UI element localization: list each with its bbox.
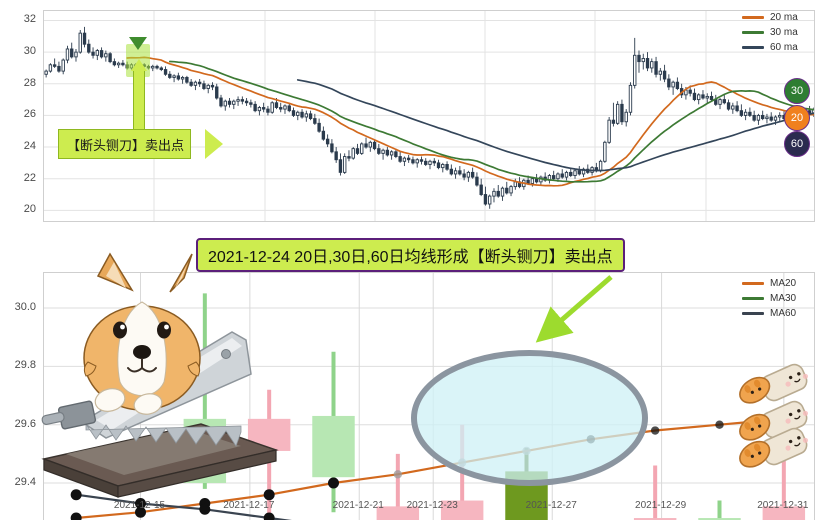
bottom-candle-body bbox=[633, 518, 677, 520]
bottom-legend-swatch-icon bbox=[742, 297, 764, 300]
pattern-title-banner: 2021-12-24 20日,30日,60日均线形成【断头铡刀】卖出点 bbox=[196, 238, 625, 272]
ma-badge-30: 30 bbox=[784, 78, 810, 104]
bottom-ma-marker-MA20 bbox=[328, 477, 339, 489]
bottom-legend-item: MA20 bbox=[742, 278, 796, 289]
top-y-tick-label: 24 bbox=[23, 140, 36, 153]
corgi-roll-sticker-ma20 bbox=[739, 363, 809, 404]
top-chart-canvas bbox=[44, 11, 814, 221]
bottom-ma-marker-MA20 bbox=[393, 470, 403, 479]
top-y-tick-label: 20 bbox=[23, 203, 36, 216]
top-y-tick-label: 32 bbox=[23, 13, 36, 26]
corgi-roll-sticker-ma60 bbox=[739, 427, 809, 468]
bottom-ma-line-MA60 bbox=[76, 493, 292, 520]
bottom-ma-marker-MA60 bbox=[135, 497, 146, 509]
bottom-x-tick-label: 2021-12-23 bbox=[406, 500, 458, 511]
top-legend-item: 20 ma bbox=[742, 12, 798, 23]
top-y-tick-label: 26 bbox=[23, 108, 36, 121]
bottom-y-tick-label: 30.0 bbox=[14, 301, 36, 313]
bottom-ma-marker-MA20 bbox=[70, 512, 82, 520]
top-legend-swatch-icon bbox=[742, 46, 764, 49]
bottom-x-tick-label: 2021-12-15 bbox=[113, 500, 166, 511]
bottom-ma-marker-MA20 bbox=[135, 506, 146, 518]
bottom-x-tick-label: 2021-12-31 bbox=[757, 500, 809, 511]
bottom-legend-label: MA60 bbox=[770, 308, 797, 319]
corgi-guillotine-illustration bbox=[41, 252, 279, 498]
top-chart-legend: 20 ma 30 ma 60 ma bbox=[742, 12, 798, 53]
bottom-legend-label: MA20 bbox=[770, 278, 797, 289]
top-ma-line-30ma bbox=[168, 60, 814, 183]
pattern-highlight-ellipse bbox=[411, 350, 648, 486]
top-legend-item: 60 ma bbox=[742, 42, 798, 53]
bottom-ma-marker-MA20 bbox=[263, 489, 275, 501]
bottom-candle-body bbox=[762, 506, 806, 520]
annotation-arrow-stem-head bbox=[131, 59, 147, 71]
bottom-candle-body bbox=[698, 518, 741, 520]
top-legend-swatch-icon bbox=[742, 16, 764, 19]
top-chart-panel: 32 30 28 26 24 22 20 20 ma 30 ma 60 ma 【断头铡刀】卖出点… bbox=[0, 0, 822, 236]
top-y-tick-label: 28 bbox=[23, 76, 36, 89]
sell-point-marker-triangle bbox=[129, 37, 147, 50]
bottom-legend-swatch-icon bbox=[742, 282, 764, 285]
ma-badge-20: 20 bbox=[784, 105, 810, 131]
bottom-candle-body bbox=[376, 506, 420, 520]
bottom-legend-swatch-icon bbox=[742, 312, 764, 315]
bottom-ma-line-MA20 bbox=[76, 417, 784, 520]
annotation-arrow-stem bbox=[133, 70, 145, 134]
bottom-chart-legend: MA20 MA30 MA60 bbox=[742, 278, 796, 319]
top-candles bbox=[44, 26, 814, 209]
top-y-tick-label: 30 bbox=[23, 45, 36, 58]
bottom-ma-marker-MA20 bbox=[715, 420, 724, 429]
top-legend-swatch-icon bbox=[742, 31, 764, 34]
bottom-legend-item: MA30 bbox=[742, 293, 796, 304]
ma-badge-60: 60 bbox=[784, 131, 810, 157]
bottom-y-tick-label: 29.4 bbox=[14, 476, 36, 489]
bottom-x-tick-label: 2021-12-21 bbox=[332, 500, 384, 511]
bottom-ma-marker-MA60 bbox=[263, 512, 275, 520]
bottom-ma-marker-MA60 bbox=[70, 489, 82, 501]
bottom-ma-marker-MA60 bbox=[199, 503, 211, 515]
bottom-legend-item: MA60 bbox=[742, 308, 796, 319]
bottom-y-tick-label: 29.6 bbox=[14, 417, 36, 430]
bottom-x-tick-label: 2021-12-27 bbox=[525, 500, 577, 511]
top-ma-line-60ma bbox=[296, 79, 814, 172]
pattern-title-text: 2021-12-24 20日,30日,60日均线形成【断头铡刀】卖出点 bbox=[208, 249, 613, 266]
top-ma-line-20ma bbox=[126, 56, 814, 187]
sell-point-annotation-banner: 【断头铡刀】卖出点 bbox=[58, 129, 192, 159]
bottom-y-tick-label: 29.8 bbox=[14, 359, 36, 372]
top-legend-label: 30 ma bbox=[770, 27, 798, 38]
sell-point-annotation-label: 【断头铡刀】卖出点 bbox=[67, 137, 185, 153]
top-legend-label: 60 ma bbox=[770, 42, 798, 53]
top-chart-plot-area bbox=[43, 10, 815, 222]
bottom-candle-body bbox=[440, 500, 484, 520]
annotation-banner-arrowhead bbox=[205, 129, 223, 159]
top-legend-item: 30 ma bbox=[742, 27, 798, 38]
bottom-candle-body bbox=[312, 415, 355, 478]
top-y-tick-label: 22 bbox=[23, 171, 36, 184]
top-legend-label: 20 ma bbox=[770, 12, 798, 23]
bottom-ma-marker-MA20 bbox=[650, 426, 660, 435]
bottom-x-tick-label: 2021-12-17 bbox=[223, 500, 275, 511]
bottom-legend-label: MA30 bbox=[770, 293, 797, 304]
bottom-x-tick-label: 2021-12-29 bbox=[635, 500, 687, 511]
